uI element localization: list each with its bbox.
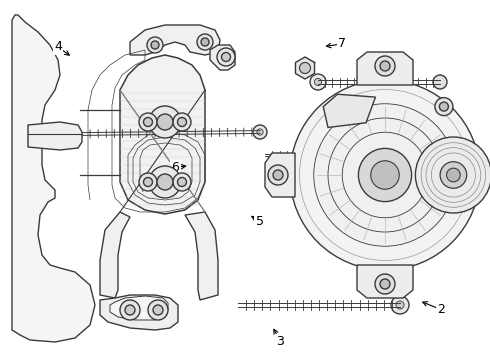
Text: 1: 1 — [464, 157, 472, 170]
Circle shape — [149, 166, 181, 198]
Circle shape — [446, 168, 460, 182]
Circle shape — [299, 90, 470, 261]
Circle shape — [380, 61, 390, 71]
Circle shape — [380, 279, 390, 289]
Circle shape — [125, 305, 135, 315]
Polygon shape — [120, 55, 205, 214]
Circle shape — [149, 106, 181, 138]
Circle shape — [426, 148, 481, 202]
Circle shape — [151, 41, 159, 49]
Circle shape — [315, 78, 321, 86]
Circle shape — [221, 53, 230, 62]
Circle shape — [139, 113, 157, 131]
Polygon shape — [210, 45, 235, 70]
Polygon shape — [265, 153, 295, 197]
Polygon shape — [100, 212, 130, 298]
Polygon shape — [28, 122, 82, 150]
Circle shape — [120, 300, 140, 320]
Circle shape — [201, 38, 209, 46]
Circle shape — [148, 300, 168, 320]
Polygon shape — [12, 15, 95, 342]
Text: 6: 6 — [172, 161, 179, 174]
Circle shape — [290, 80, 480, 270]
Text: 2: 2 — [437, 303, 445, 316]
Circle shape — [328, 118, 442, 232]
Circle shape — [173, 113, 191, 131]
Circle shape — [253, 125, 267, 139]
Circle shape — [421, 143, 486, 207]
Circle shape — [431, 153, 475, 197]
Circle shape — [153, 305, 163, 315]
Text: 4: 4 — [54, 40, 62, 53]
Polygon shape — [295, 57, 315, 79]
Circle shape — [314, 104, 456, 246]
Circle shape — [273, 170, 283, 180]
Circle shape — [157, 174, 173, 190]
Circle shape — [396, 301, 404, 309]
Circle shape — [308, 178, 322, 192]
Circle shape — [197, 34, 213, 50]
Polygon shape — [100, 295, 178, 330]
Circle shape — [299, 63, 311, 73]
Circle shape — [342, 132, 428, 218]
Circle shape — [357, 152, 363, 158]
Circle shape — [375, 56, 395, 76]
Polygon shape — [130, 25, 220, 55]
Circle shape — [144, 177, 152, 186]
Text: 5: 5 — [256, 215, 264, 228]
Circle shape — [144, 117, 152, 126]
Circle shape — [353, 148, 367, 162]
Circle shape — [358, 148, 412, 202]
Text: 3: 3 — [276, 335, 284, 348]
Circle shape — [268, 165, 288, 185]
Circle shape — [375, 274, 395, 294]
Circle shape — [416, 137, 490, 213]
Polygon shape — [323, 94, 375, 127]
Circle shape — [433, 75, 447, 89]
Polygon shape — [357, 265, 413, 298]
Circle shape — [435, 98, 453, 116]
Circle shape — [391, 296, 409, 314]
Circle shape — [440, 102, 448, 111]
Polygon shape — [110, 296, 168, 320]
Circle shape — [157, 114, 173, 130]
Polygon shape — [357, 52, 413, 85]
Circle shape — [217, 48, 235, 66]
Circle shape — [177, 177, 187, 186]
Circle shape — [177, 117, 187, 126]
Polygon shape — [185, 212, 218, 300]
Circle shape — [371, 161, 399, 189]
Circle shape — [440, 162, 466, 188]
Circle shape — [312, 182, 318, 188]
Text: 7: 7 — [338, 37, 346, 50]
Circle shape — [139, 173, 157, 191]
Circle shape — [147, 37, 163, 53]
Circle shape — [310, 74, 326, 90]
Circle shape — [257, 129, 263, 135]
Circle shape — [173, 173, 191, 191]
